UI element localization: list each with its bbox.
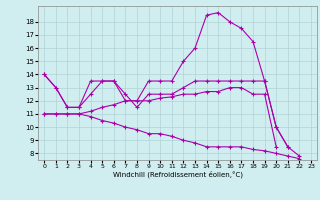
- X-axis label: Windchill (Refroidissement éolien,°C): Windchill (Refroidissement éolien,°C): [113, 171, 243, 178]
